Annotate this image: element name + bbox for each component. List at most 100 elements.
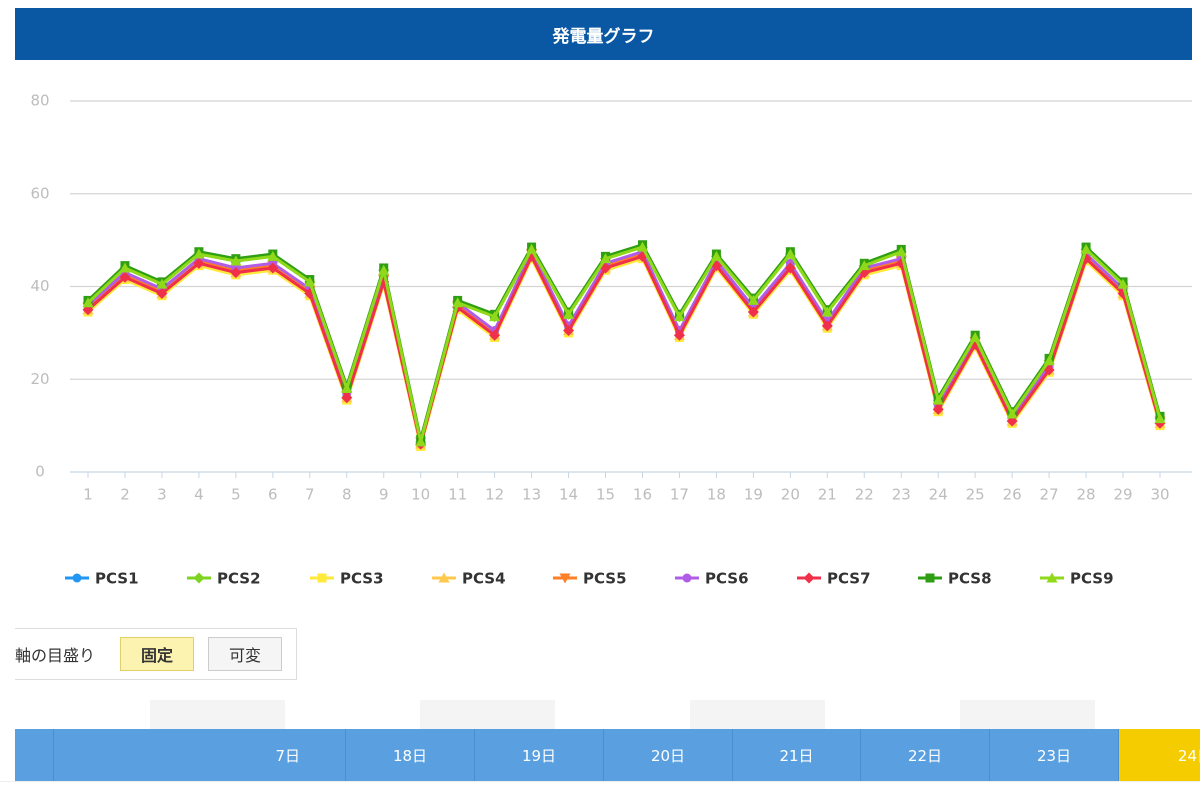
x-tick-label: 19: [744, 486, 763, 504]
data-point: [858, 260, 870, 271]
stripe: [0, 700, 1200, 729]
data-point: [932, 394, 944, 405]
x-tick-label: 22: [855, 486, 874, 504]
x-tick-label: 7: [305, 486, 315, 504]
data-point: [747, 306, 759, 318]
legend-label: PCS8: [948, 570, 992, 588]
data-point: [784, 262, 796, 274]
legend-marker: [803, 572, 815, 584]
data-point: [82, 297, 94, 308]
x-tick-label: 18: [707, 486, 726, 504]
x-tick-label: 6: [268, 486, 278, 504]
x-tick-label: 3: [157, 486, 167, 504]
series-line: [87, 252, 1162, 444]
x-tick-label: 5: [231, 486, 241, 504]
x-tick-label: 11: [448, 486, 467, 504]
x-tick-label: 10: [411, 486, 430, 504]
series-line: [87, 250, 1162, 442]
x-tick-label: 23: [892, 486, 911, 504]
header: 発電量グラフ: [15, 8, 1192, 60]
data-point: [341, 383, 353, 394]
fixed-button[interactable]: 固定: [120, 637, 194, 671]
header-title: 発電量グラフ: [552, 26, 655, 47]
series-line: [87, 254, 1162, 446]
data-point: [563, 325, 575, 337]
date-tab[interactable]: 21日: [732, 729, 860, 781]
data-point: [636, 241, 648, 252]
data-point: [673, 329, 685, 341]
x-tick-label: 29: [1113, 486, 1132, 504]
date-tab[interactable]: 20日: [603, 729, 732, 781]
x-tick-label: 14: [559, 486, 578, 504]
control-label: 軸の目盛り: [15, 646, 96, 665]
data-point: [415, 436, 427, 447]
data-point: [267, 262, 279, 274]
x-tick-label: 12: [485, 486, 504, 504]
data-point: [156, 287, 168, 299]
x-tick-label: 17: [670, 486, 689, 504]
data-point: [932, 403, 944, 415]
data-point: [378, 264, 390, 275]
variable-button[interactable]: 可変: [208, 637, 282, 671]
date-tab-active[interactable]: 24日: [1118, 729, 1200, 781]
data-point: [230, 255, 242, 266]
legend-marker: [925, 573, 935, 583]
x-tick-label: 13: [522, 486, 541, 504]
tab-label: 24日: [1177, 746, 1200, 765]
y-tick-label: 80: [30, 92, 49, 110]
x-tick-label: 28: [1077, 486, 1096, 504]
x-tick-label: 20: [781, 486, 800, 504]
data-point: [304, 287, 316, 299]
x-tick-label: 4: [194, 486, 204, 504]
date-tab[interactable]: 18日: [345, 729, 474, 781]
legend-label: PCS3: [340, 570, 384, 588]
date-tab[interactable]: 7日: [53, 729, 345, 781]
data-point: [821, 306, 833, 317]
data-point: [710, 250, 722, 261]
data-point: [747, 294, 759, 305]
series-line: [87, 252, 1162, 444]
data-point: [1154, 413, 1166, 424]
data-point: [526, 243, 538, 254]
y-tick-label: 20: [30, 370, 49, 388]
series-line: [86, 245, 1162, 444]
legend-label: PCS9: [1070, 570, 1114, 588]
data-point: [895, 246, 907, 257]
legend-label: PCS5: [583, 570, 627, 588]
y-tick-label: 40: [30, 277, 49, 295]
date-tab[interactable]: 22日: [860, 729, 989, 781]
legend-label: PCS6: [705, 570, 749, 588]
date-tabs: 7日 18日 19日 20日 21日 22日 23日 24日: [15, 729, 1200, 781]
legend-marker: [72, 573, 82, 583]
data-point: [969, 332, 981, 343]
tab-spacer: [15, 729, 53, 781]
data-point: [673, 311, 685, 322]
legend-label: PCS2: [217, 570, 261, 588]
date-tab[interactable]: 19日: [474, 729, 603, 781]
data-point: [1043, 355, 1055, 366]
data-point: [193, 257, 205, 269]
x-tick-label: 1: [83, 486, 93, 504]
legend-marker: [193, 572, 205, 584]
x-tick-label: 30: [1150, 486, 1169, 504]
x-tick-label: 25: [966, 486, 985, 504]
series-line: [87, 254, 1162, 446]
data-point: [1080, 243, 1092, 254]
legend-marker: [559, 573, 571, 584]
x-tick-label: 8: [342, 486, 352, 504]
legend-marker: [317, 573, 327, 583]
legend-label: PCS4: [462, 570, 506, 588]
legend-label: PCS1: [95, 570, 139, 588]
data-point: [784, 248, 796, 259]
legend-label: PCS7: [827, 570, 871, 588]
data-point: [230, 267, 242, 279]
date-tab[interactable]: 23日: [989, 729, 1118, 781]
legend-marker: [438, 572, 450, 583]
data-point: [341, 392, 353, 404]
data-point: [119, 262, 131, 273]
x-tick-label: 9: [379, 486, 389, 504]
data-point: [489, 311, 501, 322]
axis-scale-controls: 軸の目盛り 固定 可変: [15, 628, 297, 680]
